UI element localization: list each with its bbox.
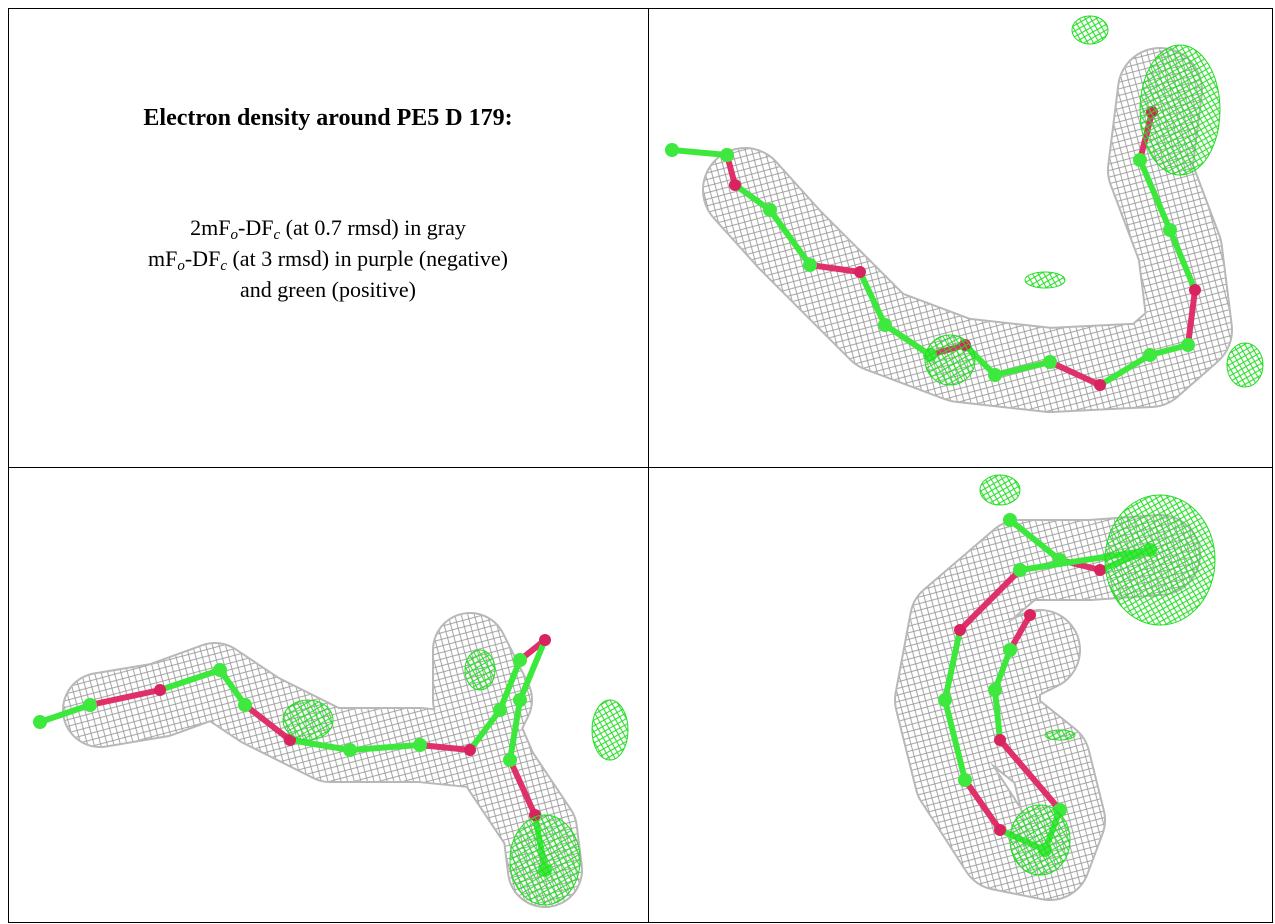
- subscript: o: [231, 227, 239, 243]
- oxygen-atom: [464, 744, 476, 756]
- carbon-atom: [1003, 513, 1017, 527]
- carbon-atom: [720, 148, 734, 162]
- oxygen-atom: [729, 179, 741, 191]
- caption-lines: 2mFo-DFc (at 0.7 rmsd) in gray mFo-DFc (…: [9, 212, 647, 305]
- positive-density: [1025, 272, 1065, 288]
- carbon-atom: [1053, 553, 1067, 567]
- carbon-atom: [878, 318, 892, 332]
- caption-title: Electron density around PE5 D 179:: [9, 105, 647, 132]
- oxygen-atom: [994, 824, 1006, 836]
- positive-density: [510, 815, 580, 905]
- text: (at 0.7 rmsd) in gray: [280, 215, 466, 240]
- carbon-atom: [213, 663, 227, 677]
- oxygen-atom: [954, 624, 966, 636]
- carbon-atom: [938, 693, 952, 707]
- positive-density: [1045, 730, 1075, 740]
- carbon-atom: [665, 143, 679, 157]
- caption-line: mFo-DFc (at 3 rmsd) in purple (negative): [9, 243, 647, 274]
- caption-line: and green (positive): [9, 274, 647, 305]
- carbon-atom: [1163, 223, 1177, 237]
- caption-cell: Electron density around PE5 D 179: 2mFo-…: [9, 9, 647, 466]
- carbon-atom: [803, 258, 817, 272]
- carbon-atom: [238, 698, 252, 712]
- positive-density: [592, 700, 628, 760]
- carbon-atom: [1181, 338, 1195, 352]
- positive-density: [1072, 16, 1108, 44]
- text: mF: [148, 246, 177, 271]
- carbon-atom: [513, 693, 527, 707]
- subscript: c: [220, 258, 227, 274]
- oxygen-atom: [1094, 564, 1106, 576]
- caption-line: 2mFo-DFc (at 0.7 rmsd) in gray: [9, 212, 647, 243]
- oxygen-atom: [539, 634, 551, 646]
- positive-density: [465, 650, 495, 690]
- text: and green (positive): [240, 277, 416, 302]
- carbon-atom: [413, 738, 427, 752]
- carbon-atom: [988, 368, 1002, 382]
- oxygen-atom: [994, 734, 1006, 746]
- carbon-atom: [33, 715, 47, 729]
- positive-density: [980, 475, 1020, 505]
- carbon-atom: [1013, 563, 1027, 577]
- positive-density: [283, 700, 333, 740]
- text: -DF: [185, 246, 220, 271]
- oxygen-atom: [154, 684, 166, 696]
- positive-density: [925, 335, 975, 385]
- positive-density: [1010, 805, 1070, 875]
- subscript: o: [177, 258, 185, 274]
- oxygen-atom: [1024, 609, 1036, 621]
- carbon-atom: [1133, 153, 1147, 167]
- positive-density: [1140, 45, 1220, 175]
- text: (at 3 rmsd) in purple (negative): [227, 246, 508, 271]
- oxygen-atom: [1094, 379, 1106, 391]
- carbon-atom: [1143, 348, 1157, 362]
- carbon-atom: [1003, 643, 1017, 657]
- text: 2mF: [190, 215, 230, 240]
- carbon-atom: [1043, 355, 1057, 369]
- carbon-atom: [343, 743, 357, 757]
- text: -DF: [238, 215, 273, 240]
- carbon-atom: [763, 203, 777, 217]
- carbon-atom: [988, 683, 1002, 697]
- carbon-atom: [493, 703, 507, 717]
- carbon-atom: [83, 698, 97, 712]
- oxygen-atom: [1189, 284, 1201, 296]
- oxygen-atom: [854, 266, 866, 278]
- carbon-atom: [513, 653, 527, 667]
- carbon-atom: [503, 753, 517, 767]
- positive-density: [1227, 343, 1263, 387]
- carbon-atom: [958, 773, 972, 787]
- page: Electron density around PE5 D 179: 2mFo-…: [0, 0, 1275, 924]
- positive-density: [1105, 495, 1215, 625]
- bond: [672, 150, 727, 155]
- density-mesh: [745, 90, 1190, 370]
